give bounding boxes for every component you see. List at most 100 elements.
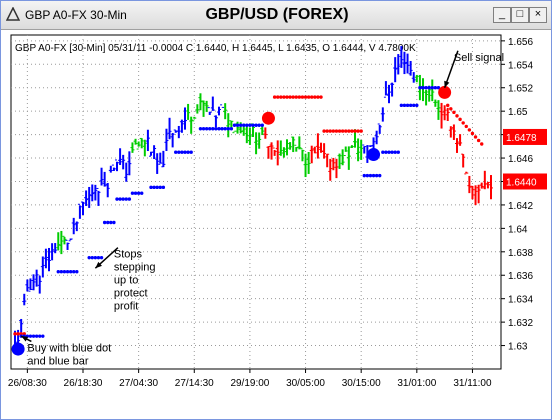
stop-dot: [220, 127, 224, 131]
stop-dot: [96, 255, 101, 260]
stop-dot: [62, 270, 67, 274]
stop-dot: [56, 270, 60, 274]
stop-dot: [115, 197, 119, 201]
stop-dot: [183, 150, 187, 154]
stop-dot: [399, 103, 404, 108]
minimize-button[interactable]: _: [493, 7, 511, 23]
stop-dot: [127, 197, 132, 201]
stop-dot: [226, 127, 230, 131]
quote-info-line: GBP A0-FX [30-Min] 05/31/11 -0.0004 C 1.…: [15, 43, 416, 54]
stop-dot: [41, 334, 45, 338]
price-label-box: [503, 173, 547, 190]
stop-dot: [282, 95, 286, 99]
stop-dot: [371, 173, 376, 178]
stop-dot: [65, 270, 70, 274]
stop-dot: [415, 103, 419, 108]
title-bar[interactable]: GBP A0-FX 30-Min GBP/USD (FOREX) _ □ ×: [1, 1, 551, 30]
stop-dot: [19, 332, 23, 336]
stop-dot: [217, 127, 221, 131]
stop-dot: [140, 191, 144, 195]
stop-dot: [22, 332, 26, 336]
y-tick-label: 1.642: [508, 201, 533, 212]
stop-dot: [430, 86, 434, 90]
stop-dot: [412, 103, 416, 108]
stop-dot: [180, 150, 184, 154]
stop-dot: [306, 95, 311, 99]
stop-dot: [340, 129, 345, 133]
stop-dot: [433, 86, 438, 90]
x-tick-label: 31/01:00: [397, 378, 436, 389]
stop-dot: [285, 95, 289, 99]
stop-dot: [87, 255, 91, 260]
stop-dot: [350, 129, 354, 133]
y-axis: 1.631.6321.6341.6361.6381.641.6421.6441.…: [501, 37, 547, 353]
close-button[interactable]: ×: [529, 7, 547, 23]
stop-dot: [473, 135, 478, 139]
annotation-text: Sell signal: [454, 52, 504, 64]
chart-title: GBP/USD (FOREX): [205, 6, 349, 23]
price-bars: [13, 46, 493, 348]
stop-dot: [446, 103, 450, 108]
app-logo-icon: [6, 7, 20, 21]
stop-dot: [464, 124, 468, 129]
stop-dot: [254, 123, 258, 127]
stop-dot: [90, 255, 94, 260]
stop-dot: [149, 185, 153, 190]
stop-dot: [276, 95, 280, 99]
stop-dot: [390, 150, 394, 154]
stop-dot: [68, 270, 73, 274]
x-tick-label: 30/05:00: [286, 378, 325, 389]
signal-dot: [438, 85, 452, 99]
stop-dot: [235, 123, 240, 127]
stop-dot: [378, 173, 382, 178]
stop-dot: [16, 332, 20, 336]
stop-dot: [387, 150, 391, 154]
stop-dot: [112, 220, 116, 225]
stop-dot: [238, 123, 243, 127]
stop-dot: [356, 129, 360, 133]
stop-dot: [449, 107, 453, 111]
signal-dot: [367, 148, 381, 162]
stop-dot: [381, 150, 385, 154]
stop-dot: [310, 95, 314, 99]
stop-dot: [201, 127, 206, 131]
stop-dot: [75, 270, 79, 274]
stop-dot: [418, 86, 422, 90]
x-tick-label: 31/11:00: [453, 378, 492, 389]
stop-dot: [384, 150, 388, 154]
stop-dot: [365, 173, 370, 178]
y-tick-label: 1.656: [508, 37, 533, 48]
y-tick-label: 1.638: [508, 248, 533, 259]
maximize-button[interactable]: □: [511, 7, 529, 23]
price-chart[interactable]: GBP A0-FX [30-Min] 05/31/11 -0.0004 C 1.…: [1, 29, 551, 419]
stop-dot: [344, 129, 348, 133]
stop-dot: [294, 95, 298, 99]
y-tick-label: 1.646: [508, 154, 533, 165]
stop-dot: [272, 95, 277, 99]
stop-dot: [353, 129, 357, 133]
stop-dot: [300, 95, 305, 99]
stop-dot: [208, 127, 212, 131]
x-tick-label: 26/18:30: [64, 378, 103, 389]
stop-dot: [458, 117, 462, 122]
stop-dot: [232, 123, 237, 127]
stop-dot: [186, 150, 190, 154]
annotation-text: profit: [114, 301, 138, 313]
stop-dot: [396, 150, 400, 154]
stop-dot: [118, 197, 122, 201]
stop-dot: [93, 255, 98, 260]
price-label-box: [503, 128, 547, 145]
y-tick-label: 1.64: [508, 224, 528, 235]
stop-dot: [251, 123, 255, 127]
stop-dot: [124, 197, 128, 201]
stop-dot: [214, 127, 218, 131]
stop-dot: [303, 95, 308, 99]
stop-dot: [313, 95, 317, 99]
stop-dot: [436, 86, 441, 90]
arrow-head: [95, 261, 102, 269]
signal-dot: [11, 342, 25, 356]
stop-dot: [28, 334, 33, 338]
stop-dot: [260, 123, 264, 127]
stop-dot: [408, 103, 413, 108]
